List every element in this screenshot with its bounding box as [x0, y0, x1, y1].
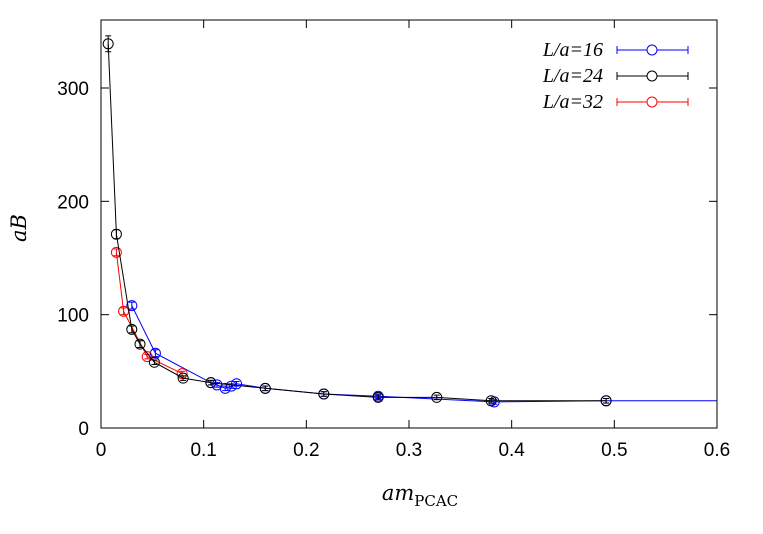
legend-label-l16: L/a=16: [542, 39, 603, 61]
x-axis-label-subscript: PCAC: [414, 492, 458, 510]
data-point: [259, 382, 271, 394]
plot-frame: [100, 19, 718, 429]
series-la16: [126, 300, 717, 408]
data-point: [205, 377, 217, 389]
series-la32: [110, 246, 188, 380]
axes: 0 0.1 0.2 0.3 0.4 0.5 0.6 0 100 200 300: [57, 19, 730, 461]
y-tick-label: 300: [57, 79, 89, 100]
data-point: [177, 372, 189, 384]
series-line: [115, 252, 183, 375]
x-tick-label: 0.1: [190, 440, 216, 461]
x-tick-label: 0.5: [601, 440, 627, 461]
legend: L/a=16 L/a=24 L/a=32: [542, 39, 689, 113]
legend-sample-marker: [646, 96, 658, 108]
data-point: [485, 395, 497, 407]
data-point: [600, 395, 612, 407]
data-point: [102, 38, 114, 50]
legend-sample-marker: [646, 44, 658, 56]
y-tick-label: 100: [57, 306, 89, 327]
data-point: [110, 228, 122, 240]
data-point: [126, 323, 138, 335]
data-point: [372, 391, 384, 403]
y-tick-label: 200: [57, 192, 89, 213]
data-point: [148, 356, 160, 368]
data-point: [126, 300, 138, 312]
series-la24: [102, 35, 612, 407]
data-point: [231, 378, 243, 390]
x-tick-label: 0.6: [704, 440, 730, 461]
data-point: [431, 391, 443, 403]
data-point: [110, 246, 122, 258]
legend-label-l24: L/a=24: [542, 65, 603, 87]
plot-area: [102, 35, 717, 408]
x-axis-label-main: am: [382, 481, 414, 505]
data-point: [318, 388, 330, 400]
x-tick-label: 0.2: [293, 440, 319, 461]
legend-label-l32: L/a=32: [542, 91, 603, 113]
x-tick-label: 0: [96, 440, 107, 461]
series-line: [107, 43, 607, 402]
data-point: [134, 338, 146, 350]
y-tick-label: 0: [78, 419, 89, 440]
x-tick-label: 0.4: [498, 440, 525, 461]
legend-sample-marker: [646, 70, 658, 82]
data-point: [141, 351, 153, 363]
y-axis-label: aB: [7, 214, 31, 242]
x-axis-label: amPCAC: [382, 481, 458, 510]
data-point: [176, 368, 188, 380]
x-tick-label: 0.3: [396, 440, 422, 461]
